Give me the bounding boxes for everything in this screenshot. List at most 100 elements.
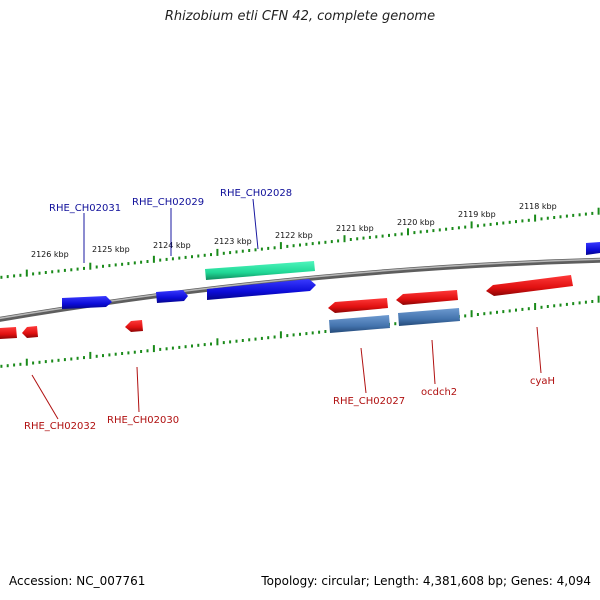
scale-minor-tick <box>591 300 594 303</box>
scale-minor-tick <box>38 360 41 364</box>
scale-minor-tick <box>178 256 181 260</box>
feature-ocdch2-cds[interactable] <box>398 308 460 326</box>
scale-minor-tick <box>451 227 454 230</box>
scale-minor-tick <box>260 336 263 340</box>
scale-minor-tick <box>171 346 174 350</box>
scale-minor-tick <box>368 235 371 239</box>
scale-minor-tick <box>502 310 505 314</box>
scale-minor-tick <box>578 301 581 305</box>
scale-minor-tick <box>108 353 111 357</box>
gene-rhe_ch02029[interactable] <box>156 290 188 303</box>
scale-minor-tick <box>267 246 270 250</box>
scale-minor-tick <box>19 273 22 277</box>
scale-minor-tick <box>553 304 556 308</box>
feature-rhe_ch02028-cds[interactable] <box>205 261 315 280</box>
scale-minor-tick <box>133 350 136 354</box>
gene-rhe_ch02031[interactable] <box>62 296 112 309</box>
scale-minor-tick <box>13 363 16 367</box>
scale-minor-tick <box>292 333 295 337</box>
scale-minor-tick <box>63 268 66 272</box>
scale-minor-tick <box>394 322 397 326</box>
gene-right-edge[interactable] <box>586 242 600 255</box>
gene-label-rhe_ch02031: RHE_CH02031 <box>49 203 121 214</box>
scale-minor-tick <box>95 354 98 358</box>
scale-minor-tick <box>76 267 79 271</box>
gene-rhe_ch02027[interactable] <box>328 298 388 313</box>
scale-minor-tick <box>508 220 511 224</box>
scale-minor-tick <box>559 215 562 219</box>
scale-minor-tick <box>508 309 511 313</box>
scale-minor-tick <box>540 217 543 221</box>
scale-minor-tick <box>299 332 301 336</box>
scale-minor-tick <box>197 343 200 347</box>
scale-minor-tick <box>191 344 193 348</box>
scale-minor-tick <box>584 300 587 304</box>
scale-minor-tick <box>203 253 206 257</box>
scale-minor-tick <box>591 211 594 215</box>
scale-minor-tick <box>502 221 505 225</box>
scale-minor-tick <box>553 216 556 219</box>
gene-label-rhe_ch02029: RHE_CH02029 <box>132 197 204 208</box>
scale-major-tick <box>597 295 600 303</box>
gene-cyah[interactable] <box>486 275 573 296</box>
scale-minor-tick <box>32 361 35 365</box>
scale-minor-tick <box>476 313 479 316</box>
scale-minor-tick <box>248 249 251 252</box>
scale-minor-tick <box>57 269 60 273</box>
scale-minor-tick <box>222 341 225 345</box>
scale-minor-tick <box>165 347 168 351</box>
gene-label-rhe_ch02027: RHE_CH02027 <box>333 396 405 407</box>
scale-minor-tick <box>254 337 257 341</box>
scale-minor-tick <box>210 342 212 346</box>
gene-ocdch2[interactable] <box>396 290 458 305</box>
scale-minor-tick <box>362 236 365 240</box>
scale-minor-tick <box>121 352 124 355</box>
scale-minor-tick <box>356 237 359 241</box>
scale-minor-tick <box>540 305 543 309</box>
gene-left-edge[interactable] <box>0 327 17 339</box>
scale-minor-tick <box>140 350 143 353</box>
scale-minor-tick <box>102 354 104 358</box>
scale-minor-tick <box>559 303 562 307</box>
scale-minor-tick <box>70 268 73 272</box>
scale-minor-tick <box>159 258 162 262</box>
scale-minor-tick <box>457 226 460 230</box>
scale-minor-tick <box>133 261 136 265</box>
scale-minor-tick <box>572 213 575 217</box>
scale-minor-tick <box>292 244 295 248</box>
scale-minor-tick <box>114 263 117 267</box>
scale-minor-tick <box>305 332 308 336</box>
scale-minor-tick <box>203 343 206 347</box>
scale-minor-tick <box>95 265 98 269</box>
scale-minor-tick <box>565 214 568 218</box>
scale-minor-tick <box>44 271 47 274</box>
scale-label: 2119 kbp <box>458 210 496 219</box>
gene-rhe_ch02028[interactable] <box>207 279 316 300</box>
scale-major-tick <box>534 214 537 222</box>
scale-minor-tick <box>413 231 416 235</box>
scale-minor-tick <box>546 216 549 220</box>
scale-minor-tick <box>496 222 498 226</box>
reverse-features <box>0 275 573 339</box>
gene-rhe_ch02030[interactable] <box>125 320 143 332</box>
scale-minor-tick <box>445 227 448 231</box>
scale-label: 2120 kbp <box>397 218 435 227</box>
scale-minor-tick <box>146 349 149 353</box>
scale-label: 2123 kbp <box>214 237 252 246</box>
scale-minor-tick <box>159 347 162 351</box>
scale-minor-tick <box>572 302 575 306</box>
gene-labels: RHE_CH02031 RHE_CH02029 RHE_CH02028 RHE_… <box>24 188 555 432</box>
scale-minor-tick <box>19 362 22 366</box>
scale-minor-tick <box>464 225 467 229</box>
scale-minor-tick <box>6 275 9 279</box>
scale-minor-tick <box>191 255 193 259</box>
scale-minor-tick <box>184 345 187 349</box>
scale-major-tick <box>470 221 473 229</box>
scale-major-tick <box>89 351 92 359</box>
scale-minor-tick <box>273 335 276 339</box>
feature-rhe_ch02027-cds[interactable] <box>329 315 390 333</box>
gene-label-ocdch2: ocdch2 <box>421 387 457 398</box>
scale-minor-tick <box>305 242 308 246</box>
scale-minor-tick <box>260 247 263 251</box>
gene-rhe_ch02032[interactable] <box>22 326 38 338</box>
